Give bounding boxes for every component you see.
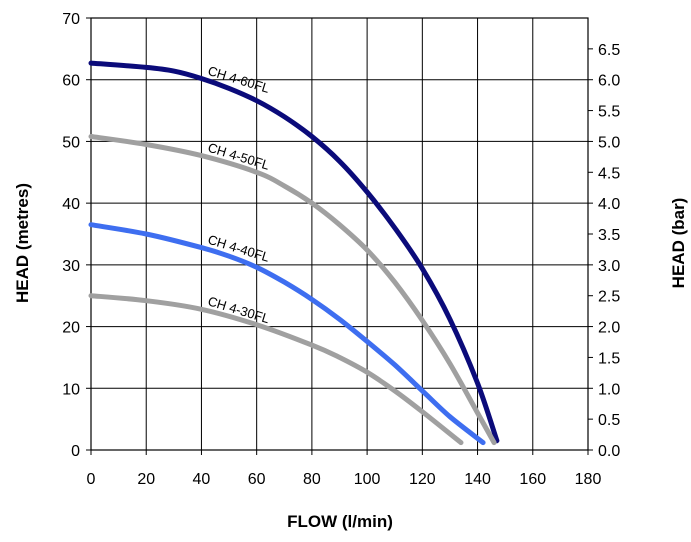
x-tick-label: 20 <box>137 471 155 488</box>
y2-axis-title: HEAD (bar) <box>669 198 688 289</box>
y-tick-label: 20 <box>62 320 80 337</box>
y-tick-label: 60 <box>62 73 80 90</box>
x-axis-ticks: 0 20 40 60 80 100 120 140 160 180 <box>87 471 602 488</box>
y-tick-label: 0 <box>71 443 80 460</box>
x-tick-label: 160 <box>519 471 546 488</box>
y-tick-label: 40 <box>62 196 80 213</box>
y2-tick-label: 1.0 <box>598 381 620 398</box>
grid <box>86 17 593 455</box>
y2-axis-ticks: 0.0 0.5 1.0 1.5 2.0 2.5 3.0 3.5 4.0 4.5 5.0 5.5 6.0 6… <box>598 42 620 460</box>
y2-tick-label: 3.0 <box>598 258 620 275</box>
plot-frame <box>90 17 589 451</box>
x-tick-label: 0 <box>87 471 96 488</box>
y2-tick-label: 2.0 <box>598 320 620 337</box>
series-layer <box>88 60 500 446</box>
y2-tick-label: 2.5 <box>598 289 620 306</box>
y-tick-label: 70 <box>62 11 80 28</box>
y2-tick-label: 6.5 <box>598 42 620 59</box>
y-tick-label: 50 <box>62 134 80 151</box>
y2-tick-label: 0.0 <box>598 443 620 460</box>
y2-tick-label: 5.0 <box>598 134 620 151</box>
y2-tick-label: 1.5 <box>598 350 620 367</box>
y-tick-label: 10 <box>62 381 80 398</box>
x-tick-label: 180 <box>575 471 602 488</box>
x-tick-label: 120 <box>409 471 436 488</box>
y2-tick-label: 5.5 <box>598 104 620 121</box>
x-tick-label: 100 <box>354 471 381 488</box>
y2-tick-label: 6.0 <box>598 73 620 90</box>
series-line-ch-4-60fl <box>88 60 500 444</box>
y2-tick-label: 3.5 <box>598 227 620 244</box>
x-axis-title: FLOW (l/min) <box>287 512 393 531</box>
y-tick-label: 30 <box>62 258 80 275</box>
x-tick-label: 80 <box>303 471 321 488</box>
series-line-ch-4-50fl <box>88 134 497 446</box>
y-axis-ticks: 0 10 20 30 40 50 60 70 <box>62 11 80 460</box>
x-tick-label: 40 <box>193 471 211 488</box>
y-axis-title: HEAD (metres) <box>13 183 32 303</box>
y2-tick-label: 4.5 <box>598 165 620 182</box>
x-tick-label: 140 <box>464 471 491 488</box>
y2-tick-label: 0.5 <box>598 412 620 429</box>
series-line-ch-4-30fl <box>88 293 464 446</box>
x-tick-label: 60 <box>248 471 266 488</box>
series-line-ch-4-40fl <box>88 222 486 446</box>
y2-tick-label: 4.0 <box>598 196 620 213</box>
